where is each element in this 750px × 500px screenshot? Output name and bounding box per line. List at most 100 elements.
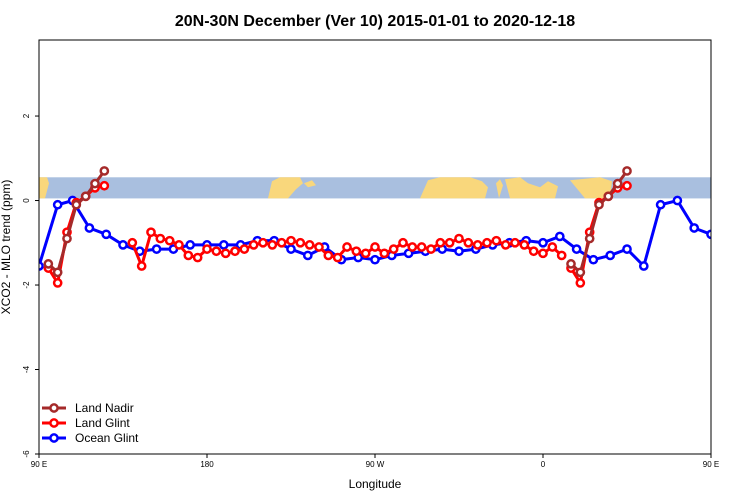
land-nadir-point — [99, 166, 110, 176]
land-glint-point — [99, 180, 110, 191]
ocean-glint-point — [84, 223, 95, 233]
ocean-glint-point — [622, 244, 632, 254]
land-glint-point — [538, 248, 548, 259]
ocean-glint-point — [118, 240, 128, 250]
ocean-glint-point — [605, 250, 616, 261]
ocean-glint-point — [588, 254, 599, 265]
ocean-glint-point — [706, 229, 711, 240]
land-glint-point — [472, 240, 483, 250]
land-nadir-point — [43, 259, 54, 269]
land-glint-point — [622, 180, 632, 191]
x-tick-label-3: 0 — [541, 460, 546, 469]
land-nadir-point — [80, 191, 91, 202]
land-glint-point — [202, 244, 212, 254]
map-land-5 — [505, 177, 558, 199]
land-glint-point — [407, 242, 418, 252]
land-glint-point — [463, 237, 474, 248]
land-glint-point — [286, 235, 296, 246]
land-glint-point — [323, 250, 334, 261]
land-glint-point — [556, 250, 567, 261]
ocean-glint-point — [151, 244, 162, 254]
land-glint-point — [295, 237, 306, 248]
land-glint-point — [398, 237, 408, 248]
land-glint-point — [528, 246, 539, 257]
land-glint-point — [136, 261, 147, 271]
land-glint-point — [267, 240, 278, 250]
land-nadir-point — [603, 191, 614, 202]
land-glint-point — [482, 237, 492, 248]
land-glint-point — [416, 242, 427, 252]
land-glint-point — [211, 246, 222, 257]
legend-label-ocean-glint: Ocean Glint — [75, 431, 139, 445]
land-glint-point — [304, 240, 315, 250]
legend-marker-land-glint — [49, 418, 59, 428]
land-glint-point — [146, 227, 156, 238]
ocean-glint-point — [454, 246, 464, 257]
land-nadir-point — [52, 267, 63, 278]
x-tick-label-1: 180 — [200, 460, 214, 469]
land-glint-point — [500, 240, 511, 250]
world-map-band — [39, 177, 711, 199]
ocean-glint-point — [218, 240, 229, 250]
map-land-3 — [420, 177, 488, 199]
ocean-glint-point — [286, 244, 296, 254]
land-glint-point — [192, 252, 203, 263]
land-glint-point — [127, 237, 138, 248]
land-glint-point — [351, 246, 362, 257]
land-glint-point — [491, 235, 502, 246]
land-nadir-point — [612, 178, 623, 189]
y-tick-label-2: -2 — [22, 281, 31, 289]
land-glint-point — [444, 237, 455, 248]
legend-label-land-nadir: Land Nadir — [75, 401, 134, 415]
land-glint-point — [258, 237, 268, 248]
y-tick-label-4: -6 — [22, 450, 31, 458]
map-land-1 — [268, 177, 303, 199]
y-tick-label-1: 0 — [22, 198, 31, 203]
land-glint-point — [519, 240, 530, 250]
ocean-glint-point — [101, 229, 112, 240]
land-nadir-point — [584, 233, 595, 244]
legend-label-land-glint: Land Glint — [75, 416, 130, 430]
y-tick-label-0: 2 — [22, 113, 31, 118]
x-tick-label-0: 90 E — [31, 460, 47, 469]
land-nadir-point — [575, 267, 586, 278]
land-glint-point — [220, 248, 231, 259]
land-nadir-point — [90, 178, 100, 189]
x-tick-label-2: 90 W — [366, 460, 385, 469]
land-nadir-point — [594, 199, 604, 210]
land-glint-point — [174, 240, 184, 250]
land-glint-point — [575, 278, 586, 288]
land-glint-point — [388, 244, 399, 254]
land-glint-point — [454, 233, 464, 244]
ocean-glint-point — [302, 250, 313, 261]
land-glint-point — [435, 237, 446, 248]
land-nadir-point — [566, 259, 576, 269]
axis-ticks: 90 E 180 90 W 0 90 E 2 0 -2 -4 -6 — [22, 113, 719, 469]
land-glint-point — [370, 242, 380, 252]
land-glint-point — [239, 244, 250, 254]
chart-title: 20N-30N December (Ver 10) 2015-01-01 to … — [175, 13, 575, 30]
y-axis-label: XCO2 - MLO trend (ppm) — [0, 180, 13, 315]
ocean-glint-point — [689, 223, 700, 233]
land-glint-point — [52, 278, 63, 288]
land-glint-point — [360, 248, 371, 259]
ocean-glint-point — [538, 237, 548, 248]
ocean-glint-point — [571, 244, 582, 254]
ocean-glint-point — [554, 231, 565, 242]
land-glint-point — [183, 250, 194, 261]
ocean-glint-point — [655, 199, 666, 210]
land-glint-point — [276, 237, 287, 248]
land-glint-point — [230, 246, 240, 257]
land-glint-point — [314, 242, 324, 252]
ocean-glint-point — [672, 195, 683, 206]
y-tick-label-3: -4 — [22, 365, 31, 373]
map-land-6 — [570, 177, 612, 199]
land-glint-point — [155, 233, 166, 244]
ocean-glint-point — [185, 240, 196, 250]
land-glint-point — [426, 244, 436, 254]
land-glint-point — [164, 235, 175, 246]
x-axis-label: Longitude — [349, 477, 402, 491]
ocean-glint-point — [370, 254, 380, 265]
